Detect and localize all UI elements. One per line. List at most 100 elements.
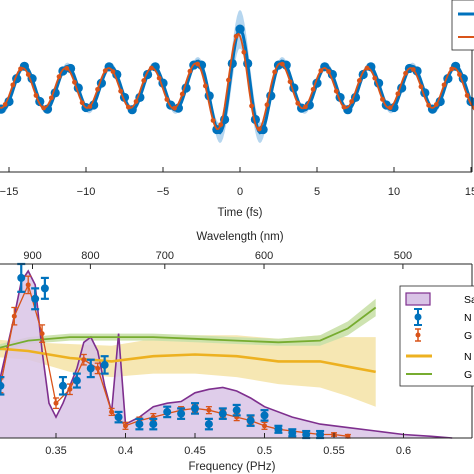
retrieved-waveform-point	[118, 88, 124, 94]
retrieved-waveform-point	[287, 79, 293, 85]
measured-spectrum-point	[288, 428, 297, 438]
measured-spectrum-point	[40, 276, 49, 300]
retrieved-spectrum-point	[25, 275, 32, 295]
measured-waveform-point	[235, 24, 245, 34]
legend-spectrum-label: Sa	[464, 294, 474, 306]
retrieved-waveform-point	[10, 82, 16, 88]
frequency-tick-label: 0.6	[396, 445, 411, 457]
retrieved-waveform-point	[341, 104, 347, 110]
retrieved-waveform-point	[95, 86, 100, 92]
retrieved-waveform-point	[18, 66, 23, 72]
retrieved-waveform-point	[426, 102, 432, 108]
retrieved-waveform-point	[195, 61, 201, 67]
retrieved-waveform-point	[149, 65, 154, 71]
phase-n-uncertainty-band	[0, 335, 376, 407]
retrieved-waveform-point	[333, 88, 339, 94]
wavelength-tick-label: 500	[394, 250, 412, 262]
frequency-tick-label: 0.55	[323, 445, 344, 457]
retrieved-waveform-point	[380, 96, 385, 102]
measured-spectrum-point	[260, 409, 269, 422]
measured-spectrum-point	[204, 417, 213, 431]
legend-phase-g-label: G	[464, 369, 472, 381]
phase-n-line	[0, 347, 376, 374]
measured-spectrum-point	[100, 355, 109, 375]
retrieved-waveform-point	[179, 91, 185, 97]
retrieved-waveform-point	[272, 69, 278, 75]
retrieved-spectrum-point	[205, 406, 212, 415]
measured-spectrum-point	[135, 417, 144, 431]
spectrum-panel: 0.35 0.4 0.45 0.5 0.55 0.6 900 800 700 600 500 Wa…	[0, 231, 474, 473]
time-tick-label: −10	[77, 186, 96, 198]
retrieved-waveform-point	[87, 104, 93, 109]
time-tick-label: 15	[465, 186, 474, 198]
measured-spectrum-point	[114, 410, 123, 424]
retrieved-waveform-point	[218, 122, 224, 128]
retrieved-waveform-point	[356, 78, 362, 83]
measured-spectrum-point	[72, 372, 81, 389]
retrieved-waveform-point	[256, 126, 262, 132]
retrieved-waveform-line	[0, 32, 474, 131]
retrieved-waveform-point	[79, 100, 85, 106]
retrieved-waveform-point	[210, 118, 216, 123]
retrieved-waveform-point	[264, 102, 270, 108]
retrieved-waveform-point	[48, 95, 54, 101]
time-axis-label: Time (fs)	[218, 207, 263, 219]
retrieved-waveform-point	[164, 97, 170, 102]
retrieved-waveform-point	[56, 74, 62, 80]
retrieved-waveform-point	[241, 49, 247, 55]
retrieved-waveform-point	[403, 70, 408, 76]
retrieved-spectrum-point	[53, 397, 59, 410]
time-tick-label: 5	[314, 186, 320, 198]
retrieved-waveform-series	[0, 32, 474, 132]
measured-waveform-point	[227, 58, 237, 69]
retrieved-spectrum-point	[94, 362, 101, 375]
retrieved-waveform-point	[125, 104, 131, 110]
legend-measured-points-swatch	[414, 308, 422, 326]
frequency-tick-label: 0.35	[45, 445, 66, 457]
time-tick-label: 0	[237, 186, 243, 198]
measured-spectrum-point	[218, 407, 227, 420]
retrieved-waveform-point	[410, 67, 416, 72]
measured-spectrum-point	[246, 414, 255, 427]
retrieved-waveform-point	[418, 84, 424, 90]
retrieved-waveform-point	[110, 69, 116, 74]
retrieved-waveform-point	[441, 82, 447, 88]
retrieved-spectrum-point	[108, 407, 115, 417]
retrieved-waveform-point	[395, 91, 401, 97]
time-legend-box	[451, 0, 474, 51]
retrieved-waveform-point	[102, 68, 108, 74]
legend-retrieved-points-swatch	[415, 328, 421, 342]
measured-spectrum-point	[232, 403, 241, 417]
legend-measured-points-label: N	[464, 312, 472, 324]
time-axis-ticks: −15 −10 −5 0 5 10 15	[0, 167, 474, 198]
time-legend	[451, 0, 474, 51]
measured-spectrum-point	[191, 402, 199, 415]
retrieved-spectrum-point	[39, 324, 46, 343]
measured-spectrum-point	[316, 429, 325, 440]
phase-g-uncertainty-band	[0, 298, 376, 352]
measured-spectrum-point	[86, 358, 95, 379]
retrieved-waveform-point	[156, 75, 162, 81]
time-panel: −15 −10 −5 0 5 10 15 Time (fs)	[0, 0, 474, 219]
retrieved-waveform-point	[349, 99, 355, 104]
legend-phase-n-label: N	[464, 351, 472, 363]
retrieved-waveform-point	[303, 104, 308, 110]
retrieved-waveform-point	[133, 99, 139, 104]
retrieved-spectrum-point	[66, 383, 73, 396]
wavelength-axis-ticks: 900 800 700 600 500	[23, 250, 412, 269]
retrieved-waveform-point	[449, 66, 455, 72]
frequency-tick-label: 0.45	[184, 445, 205, 457]
retrieved-spectrum-point	[11, 306, 18, 326]
retrieved-waveform-point	[279, 61, 285, 67]
retrieved-waveform-point	[72, 79, 77, 85]
legend-retrieved-points-label: G	[464, 330, 472, 342]
retrieved-waveform-point	[249, 103, 254, 109]
wavelength-tick-label: 600	[255, 250, 273, 262]
wavelength-tick-label: 700	[156, 250, 174, 262]
retrieved-waveform-point	[464, 93, 470, 98]
legend-spectrum-swatch	[405, 292, 431, 306]
retrieved-waveform-point	[41, 105, 47, 111]
retrieved-waveform-point	[387, 105, 393, 111]
measured-spectrum-point	[274, 424, 283, 434]
retrieved-waveform-point	[226, 77, 231, 83]
